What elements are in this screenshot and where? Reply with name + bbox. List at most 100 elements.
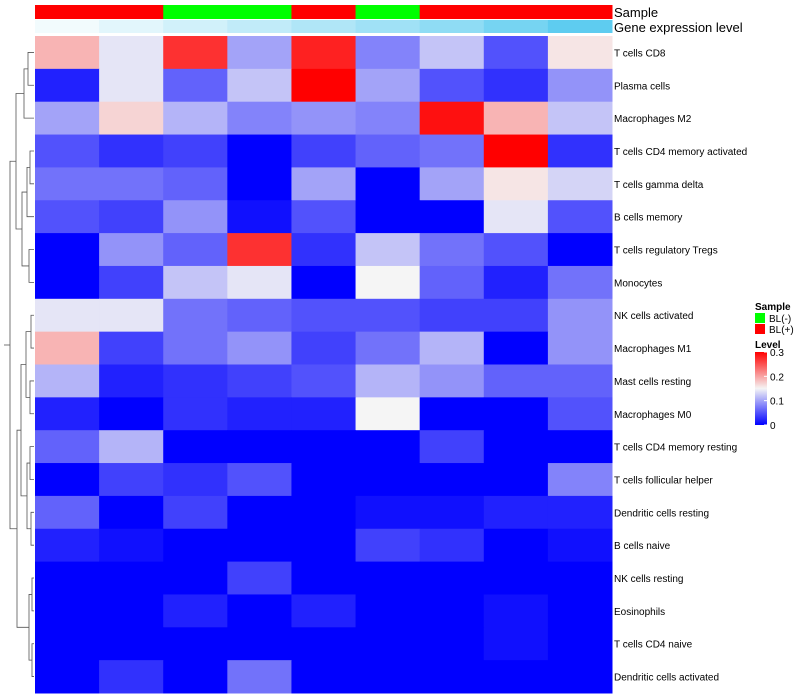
row-label: Macrophages M0	[614, 410, 692, 421]
heatmap-cell	[547, 331, 613, 365]
heatmap-cell	[419, 134, 485, 168]
row-label: Macrophages M2	[614, 114, 692, 125]
heatmap-cell	[291, 430, 357, 464]
heatmap-cell	[419, 660, 485, 694]
heatmap-cell	[291, 68, 357, 103]
row-label: T cells CD4 naive	[614, 640, 693, 651]
row-label: B cells naive	[614, 541, 671, 552]
heatmap-cell	[99, 397, 164, 431]
heatmap-cell	[35, 594, 100, 628]
gene-expression-annotation-title: Gene expression level	[614, 20, 743, 35]
heatmap-cell	[355, 660, 421, 694]
heatmap-cell	[163, 167, 228, 201]
heatmap-cell	[227, 36, 292, 70]
heatmap-cell	[163, 364, 228, 398]
heatmap-cell	[163, 298, 228, 333]
heatmap-cell	[355, 463, 421, 497]
sample-legend-swatch	[755, 313, 765, 323]
heatmap-cell	[419, 36, 485, 70]
heatmap-cell	[227, 265, 292, 300]
row-label: T cells follicular helper	[614, 475, 713, 486]
gene-expression-annotation-cell	[291, 20, 357, 33]
heatmap-cell	[163, 660, 228, 694]
heatmap-cell	[291, 167, 357, 201]
heatmap-cell	[483, 331, 549, 365]
row-label: Monocytes	[614, 278, 662, 289]
heatmap-cell	[99, 430, 164, 464]
heatmap-cell	[227, 331, 292, 365]
heatmap-cell	[355, 364, 421, 398]
heatmap-cell	[547, 298, 613, 333]
heatmap-cell	[483, 101, 549, 136]
heatmap-cell	[291, 660, 357, 694]
level-legend-label: 0.2	[770, 372, 784, 383]
heatmap-cell	[547, 627, 613, 661]
heatmap-cell	[99, 463, 164, 497]
heatmap-cell	[483, 134, 549, 168]
heatmap-cell	[163, 528, 228, 563]
row-label: NK cells resting	[614, 574, 683, 585]
level-legend-ticks: 0.3 0.2 0.1 0	[764, 348, 784, 432]
heatmap-cell	[291, 331, 357, 365]
heatmap-cell	[355, 430, 421, 464]
heatmap-cell	[419, 397, 485, 431]
heatmap-cell	[483, 233, 549, 267]
heatmap-cell	[483, 495, 549, 530]
heatmap-cell	[99, 265, 164, 300]
heatmap-cell	[291, 627, 357, 661]
heatmap-cell	[483, 627, 549, 661]
heatmap-cell	[419, 364, 485, 398]
heatmap-cell	[419, 627, 485, 661]
heatmap-cell	[355, 331, 421, 365]
sample-annotation-cell	[163, 5, 228, 19]
heatmap-cell	[35, 627, 100, 661]
heatmap-cell	[355, 36, 421, 70]
heatmap-cell	[35, 200, 100, 234]
heatmap-cell	[291, 561, 357, 595]
row-label: T cells CD4 memory resting	[614, 443, 737, 454]
heatmap-cell	[35, 430, 100, 464]
sample-annotation-cell	[547, 5, 613, 19]
heatmap-cell	[483, 364, 549, 398]
heatmap-cell	[163, 627, 228, 661]
dendrogram-branch	[28, 594, 32, 661]
heatmap-cell	[99, 660, 164, 694]
legend: Sample BL(-)BL(+) Level 0.3 0.2 0.1 0	[755, 302, 794, 432]
heatmap-cell	[227, 101, 292, 136]
heatmap-cell	[483, 167, 549, 201]
dendrogram-branch	[23, 68, 34, 119]
heatmap-cell	[35, 397, 100, 431]
dendrogram-branch	[28, 249, 34, 283]
heatmap-cell	[547, 528, 613, 563]
heatmap-cell	[35, 68, 100, 103]
heatmap-cell	[227, 397, 292, 431]
gene-expression-annotation-cell	[227, 20, 292, 33]
heatmap-cell	[483, 397, 549, 431]
row-label: T cells gamma delta	[614, 180, 704, 191]
heatmap-cell	[355, 233, 421, 267]
heatmap-cell	[355, 101, 421, 136]
heatmap-cell	[99, 36, 164, 70]
level-color-bar	[755, 352, 767, 425]
heatmap-cell	[99, 594, 164, 628]
row-label: Dendritic cells activated	[614, 673, 719, 684]
row-label: Mast cells resting	[614, 377, 691, 388]
dendrogram-branch	[26, 167, 34, 218]
level-legend-label: 0.1	[770, 397, 784, 408]
heatmap-cell	[99, 528, 164, 563]
dendrogram-branch	[21, 191, 29, 267]
heatmap-cell	[355, 134, 421, 168]
heatmap-cell	[35, 233, 100, 267]
heatmap-cell	[163, 68, 228, 103]
gene-expression-annotation-cell	[355, 20, 421, 33]
heatmap-cell	[483, 430, 549, 464]
heatmap-cell	[99, 200, 164, 234]
heatmap-cell	[547, 68, 613, 103]
heatmap-cell	[419, 561, 485, 595]
heatmap-cell	[35, 167, 100, 201]
heatmap-cell	[227, 594, 292, 628]
heatmap-cell	[35, 561, 100, 595]
heatmap-cell	[227, 430, 292, 464]
sample-annotation-cell	[291, 5, 357, 19]
column-annotation-bars	[35, 5, 613, 33]
